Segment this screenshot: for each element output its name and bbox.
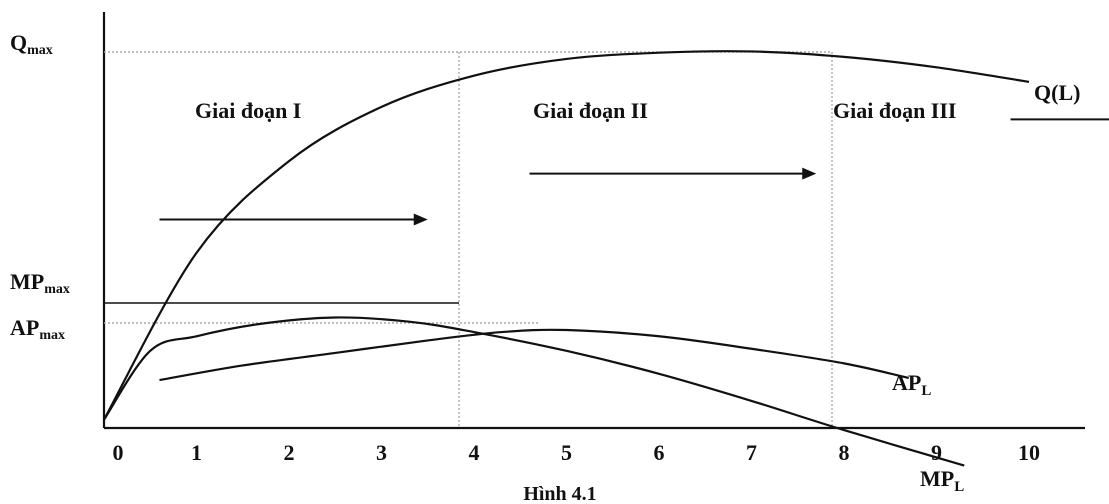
mp-curve-label: MPL (920, 466, 964, 495)
stage-3-label: Giai đoạn III (833, 98, 957, 123)
ap-max-label: APmax (10, 315, 65, 343)
x-tick-9: 9 (931, 440, 942, 465)
x-tick-0: 0 (113, 440, 124, 465)
ap-curve (159, 328, 909, 382)
x-tick-labels: 0 1 2 3 4 5 6 7 8 9 10 (113, 440, 1041, 465)
arrowhead-2 (802, 167, 817, 180)
figure-caption: Hình 4.1 (523, 483, 596, 504)
x-tick-6: 6 (654, 440, 665, 465)
stage-1-label: Giai đoạn I (195, 98, 301, 123)
mp-max-label: MPmax (10, 269, 70, 297)
x-tick-3: 3 (376, 440, 387, 465)
x-tick-8: 8 (839, 440, 850, 465)
x-tick-7: 7 (746, 440, 757, 465)
q-curve (103, 50, 1030, 421)
x-tick-4: 4 (469, 440, 480, 465)
x-tick-2: 2 (284, 440, 295, 465)
mp-curve (103, 316, 965, 467)
ap-curve-label: APL (892, 370, 931, 399)
q-curve-label: Q(L) (1034, 80, 1080, 105)
q-max-label: Qmax (10, 30, 53, 58)
x-tick-10: 10 (1018, 440, 1040, 465)
x-tick-5: 5 (561, 440, 572, 465)
stage-2-label: Giai đoạn II (533, 98, 648, 123)
arrowhead-1 (413, 213, 428, 226)
arrows-group (159, 118, 1109, 226)
x-tick-1: 1 (191, 440, 202, 465)
